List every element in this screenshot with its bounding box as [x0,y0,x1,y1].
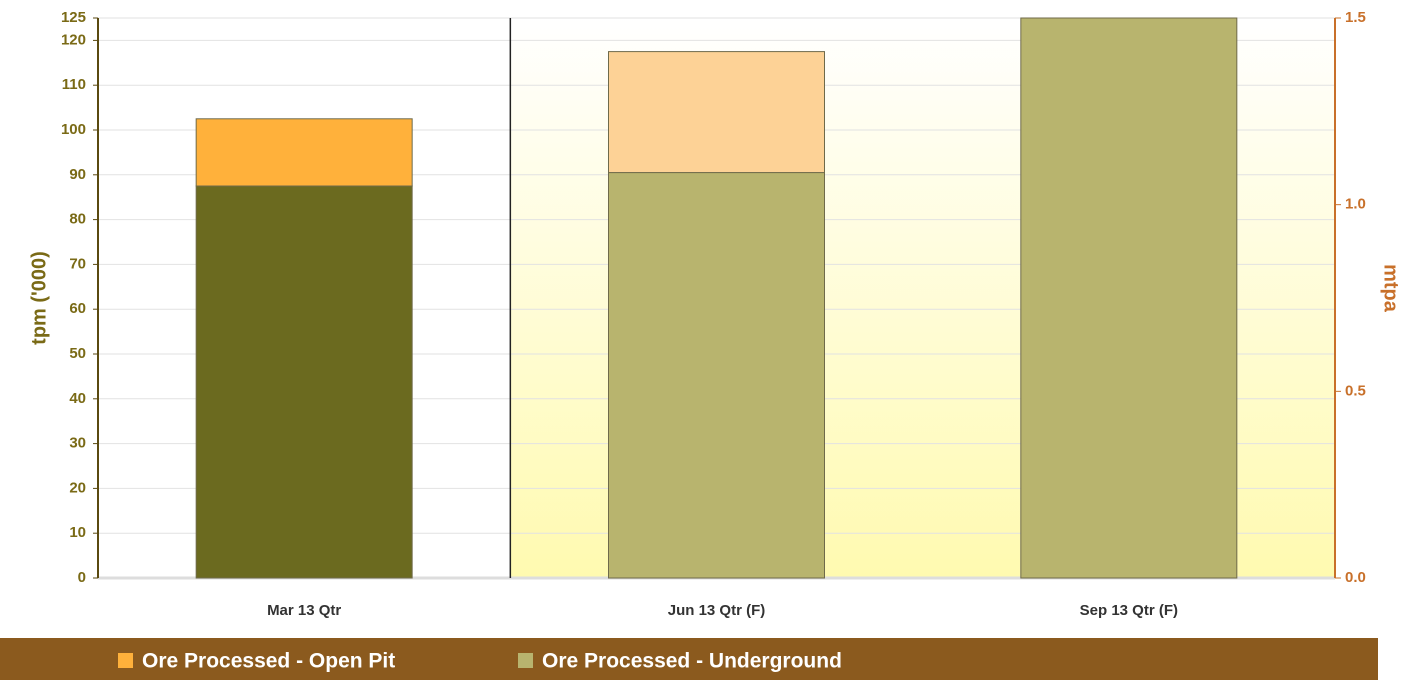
y-tick-label: 80 [69,211,86,228]
y-tick-label: 110 [62,76,86,93]
legend-band [0,638,1378,680]
x-tick-label: Sep 13 Qtr (F) [1080,602,1178,619]
y-axis-title: tpm ('000) [28,251,50,345]
bar-segment [608,172,825,579]
y-tick-label: 40 [69,390,86,407]
y-tick-label: 0 [78,569,86,586]
y-tick-label: 70 [69,255,86,272]
y2-tick-label: 0.0 [1345,569,1366,586]
y-tick-label: 20 [69,479,86,496]
bar-segment [608,51,825,174]
x-tick-label: Mar 13 Qtr [267,602,341,619]
y-tick-label: 120 [61,31,86,48]
y-tick-label: 100 [61,121,86,138]
y2-tick-label: 1.0 [1345,196,1366,213]
y-tick-label: 10 [69,524,86,541]
legend-label: Ore Processed - Open Pit [142,650,395,673]
bar-segment [1020,17,1238,579]
legend-swatch [518,653,533,668]
bar-segment [195,118,413,187]
y-tick-label: 60 [69,300,86,317]
legend-swatch [118,653,133,668]
y2-tick-label: 0.5 [1345,382,1366,399]
bar-segment [195,185,413,579]
y-tick-label: 30 [69,435,86,452]
y2-tick-label: 1.5 [1345,9,1366,26]
y-tick-label: 125 [61,9,86,26]
y2-axis-title: mtpa [1380,264,1402,313]
y-tick-label: 50 [69,345,86,362]
legend-label: Ore Processed - Underground [542,650,842,673]
x-tick-label: Jun 13 Qtr (F) [668,602,766,619]
y-tick-label: 90 [69,166,86,183]
